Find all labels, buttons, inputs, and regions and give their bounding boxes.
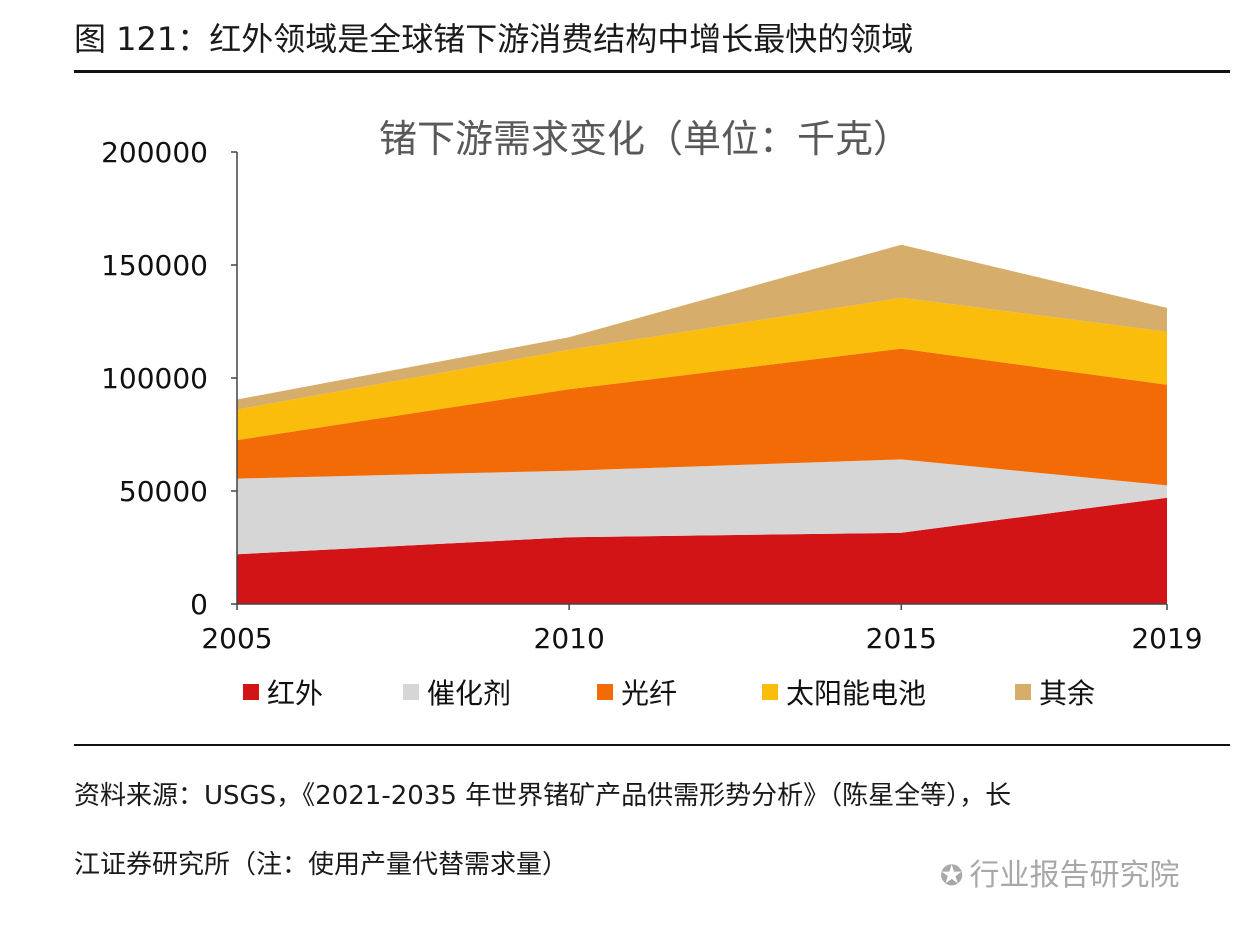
legend-swatch: [403, 684, 419, 700]
legend-label: 催化剂: [427, 677, 511, 710]
area-series-4: [237, 244, 1167, 410]
legend-swatch: [597, 684, 613, 700]
legend-item-series-1: 催化剂: [403, 677, 511, 710]
legend-label: 红外: [267, 677, 323, 710]
x-tick-label: 2019: [1131, 622, 1202, 655]
legend-swatch: [243, 684, 259, 700]
y-tick-label: 0: [190, 588, 208, 621]
legend-label: 光纤: [621, 677, 677, 710]
legend-swatch: [762, 684, 778, 700]
y-tick-label: 100000: [101, 362, 208, 395]
area-series-0: [237, 497, 1167, 604]
x-tick-label: 2005: [201, 622, 272, 655]
legend-label: 其余: [1039, 677, 1095, 710]
legend-label: 太阳能电池: [786, 677, 926, 710]
watermark: ✪ 行业报告研究院: [940, 850, 1179, 894]
y-tick-label: 200000: [101, 136, 208, 169]
legend: 红外 催化剂 光纤 太阳能电池 其余: [243, 677, 1095, 710]
figure-title: 图 121：红外领域是全球锗下游消费结构中增长最快的领域: [74, 20, 914, 58]
area-series-2: [237, 348, 1167, 486]
y-tick-label: 150000: [101, 249, 208, 282]
bottom-rule: [74, 744, 1230, 746]
x-tick-label: 2015: [866, 622, 937, 655]
legend-swatch: [1015, 684, 1031, 700]
source-note-line1: 资料来源：USGS，《2021-2035 年世界锗矿产品供需形势分析》（陈星全等…: [74, 781, 1012, 811]
source-note-line2: 江证券研究所（注：使用产量代替需求量）: [74, 850, 569, 880]
chart-title: 锗下游需求变化（单位：千克）: [379, 117, 911, 161]
axes: 0 50000 100000 150000 200000 2005 2010 2015 2019: [101, 136, 1203, 655]
area-series-3: [237, 297, 1167, 441]
stacked-area-chart: 锗下游需求变化（单位：千克） 0 50000 100000 150000 200000 2…: [101, 117, 1203, 710]
series-areas: [237, 244, 1167, 604]
area-series-1: [237, 459, 1167, 555]
x-tick-label: 2010: [534, 622, 605, 655]
watermark-text: 行业报告研究院: [969, 858, 1180, 893]
legend-item-series-4: 其余: [1015, 677, 1095, 710]
legend-item-series-2: 光纤: [597, 677, 677, 710]
y-tick-label: 50000: [119, 475, 208, 508]
wechat-icon: ✪: [940, 859, 964, 892]
legend-item-series-3: 太阳能电池: [762, 677, 926, 710]
top-rule: [74, 70, 1230, 73]
legend-item-series-0: 红外: [243, 677, 323, 710]
